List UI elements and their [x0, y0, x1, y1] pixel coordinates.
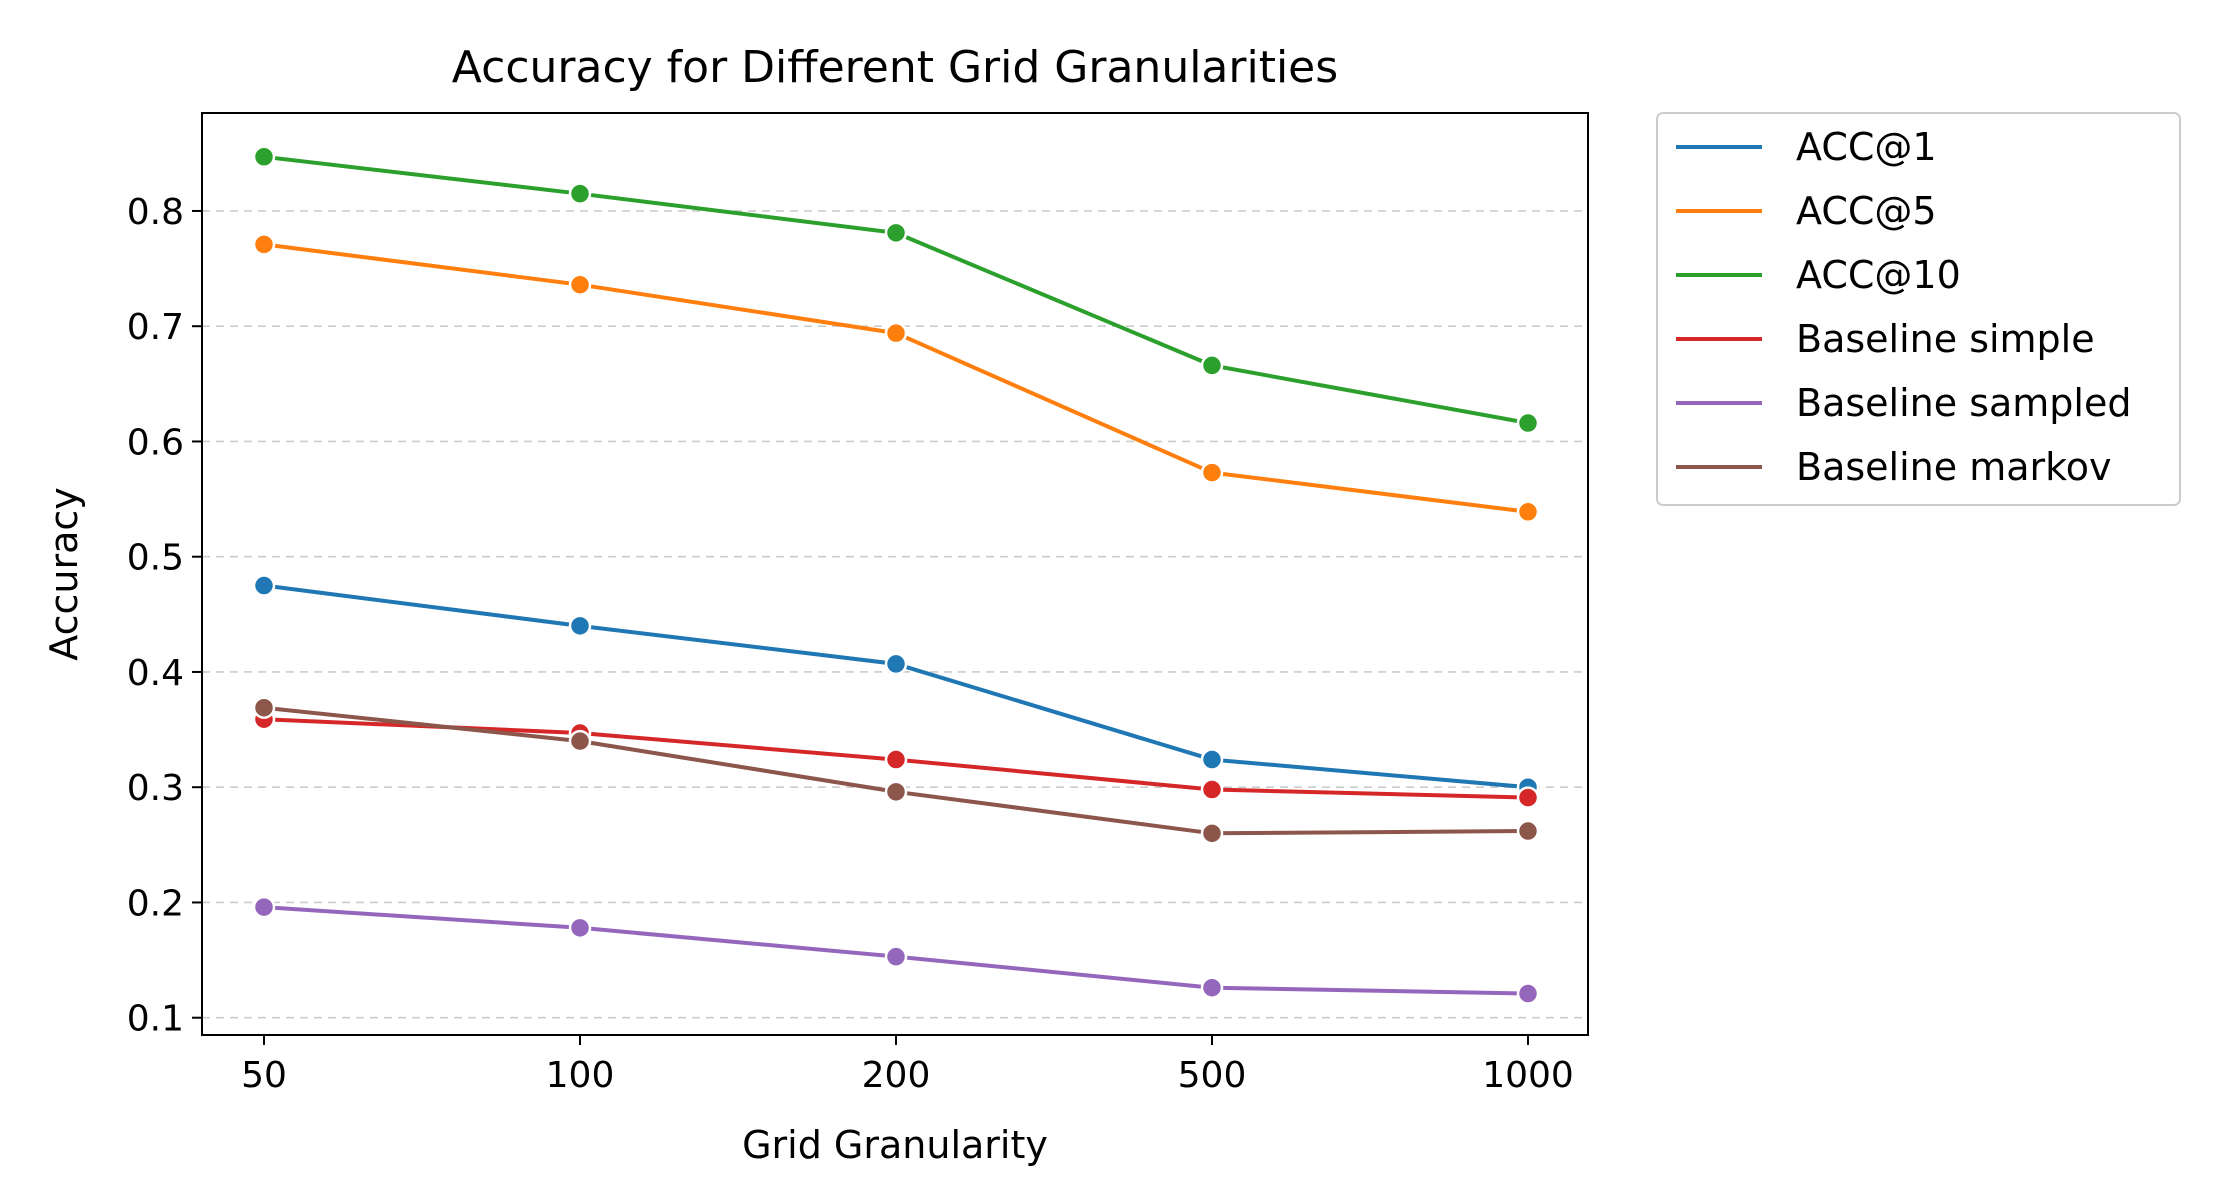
- x-tick-label: 200: [862, 1055, 931, 1096]
- chart-title: Accuracy for Different Grid Granularitie…: [452, 42, 1338, 93]
- legend-item: ACC@1: [1676, 125, 1937, 169]
- plot-area-frame: [201, 112, 1589, 1036]
- data-point: [568, 729, 592, 753]
- data-point: [884, 748, 908, 771]
- data-point: [252, 574, 276, 597]
- y-tick-label: 0.1: [127, 999, 184, 1040]
- data-point: [884, 780, 908, 804]
- x-tick-label: 500: [1178, 1055, 1247, 1096]
- data-point: [1516, 411, 1540, 435]
- y-tick-label: 0.6: [127, 422, 184, 463]
- data-point: [568, 916, 592, 940]
- x-tick-label: 50: [241, 1055, 287, 1096]
- data-point: [1516, 819, 1540, 843]
- legend-item: ACC@5: [1676, 189, 1937, 233]
- y-tick-label: 0.4: [127, 653, 184, 694]
- y-tick-label: 0.3: [127, 768, 184, 809]
- data-point: [1200, 778, 1224, 801]
- legend-label: ACC@1: [1796, 125, 1937, 169]
- legend-label: Baseline simple: [1796, 317, 2095, 361]
- y-tick-label: 0.5: [127, 538, 184, 579]
- data-point: [252, 696, 276, 719]
- legend-item: Baseline markov: [1676, 445, 2112, 489]
- legend-label: Baseline markov: [1796, 445, 2112, 489]
- data-point: [1516, 982, 1540, 1005]
- series-acc-10: [252, 145, 1540, 435]
- x-axis-label: Grid Granularity: [742, 1123, 1048, 1167]
- series-baseline-sampled: [252, 895, 1540, 1005]
- data-point: [1200, 822, 1224, 845]
- x-tick-label: 100: [546, 1055, 615, 1096]
- series-baseline-markov: [252, 696, 1540, 845]
- x-axis-ticks: 50 100 200 500 1000: [241, 1035, 1574, 1096]
- data-point: [252, 233, 276, 256]
- series-line: [263, 154, 1529, 425]
- legend-item: Baseline sampled: [1676, 381, 2131, 425]
- legend-label: ACC@5: [1796, 189, 1937, 233]
- data-point: [568, 273, 592, 296]
- legend-label: Baseline sampled: [1796, 381, 2131, 425]
- data-point: [252, 145, 276, 169]
- data-point: [1516, 786, 1540, 809]
- x-tick-label: 1000: [1482, 1055, 1574, 1096]
- data-point: [1200, 354, 1224, 377]
- legend-item: ACC@10: [1676, 253, 1961, 297]
- data-point: [1200, 748, 1224, 771]
- series-line: [263, 242, 1529, 514]
- data-point: [884, 321, 908, 345]
- data-point: [252, 895, 276, 919]
- data-point: [884, 945, 908, 968]
- y-axis-ticks: 0.1 0.2 0.3 0.4 0.5 0.6 0.7 0.8: [127, 192, 202, 1040]
- data-point: [1200, 976, 1224, 999]
- data-point: [884, 652, 908, 676]
- data-point: [884, 221, 908, 245]
- y-axis-label: Accuracy: [42, 487, 86, 661]
- series-acc-5: [252, 233, 1540, 524]
- series-lines: [252, 145, 1540, 1005]
- legend: ACC@1 ACC@5 ACC@10 Baseline simple Baseline …: [1656, 112, 2181, 506]
- legend-label: ACC@10: [1796, 253, 1961, 297]
- legend-frame: [1656, 112, 2181, 506]
- y-tick-label: 0.8: [127, 192, 184, 233]
- y-tick-label: 0.7: [127, 307, 184, 348]
- series-acc-1: [252, 574, 1540, 799]
- data-point: [1200, 461, 1224, 484]
- data-point: [568, 614, 592, 638]
- data-point: [1516, 500, 1540, 524]
- y-tick-label: 0.2: [127, 883, 184, 924]
- data-point: [568, 182, 592, 205]
- legend-item: Baseline simple: [1676, 317, 2095, 361]
